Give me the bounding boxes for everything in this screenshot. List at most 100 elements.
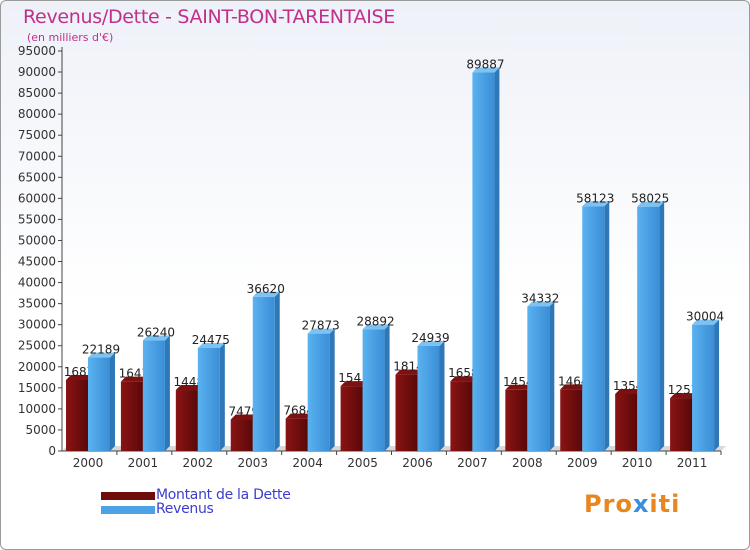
x-tick-label: 2006 [402,456,433,470]
x-tick-label: 2007 [457,456,488,470]
bar-top-revenus [142,335,170,341]
data-label-revenus: 22189 [82,343,120,357]
y-tick-label: 15000 [18,381,56,395]
bar-revenus [252,296,275,451]
bar-chart: 0 5000 10000 15000 20000 25000 30000 35000 40000… [18,44,726,470]
bar-top-dette [450,376,478,382]
bar-revenus [527,306,550,451]
bar-revenus [88,357,110,451]
legend-label-dette: Montant de la Dette [156,487,291,503]
bar-side-revenus [604,201,610,451]
bar-dette [395,374,418,451]
bar-top-dette [285,413,313,419]
y-tick-label: 95000 [18,44,56,58]
bar-dette [450,381,473,451]
y-tick-label: 50000 [18,233,56,247]
bar-top-dette [670,393,698,399]
y-tick-label: 0 [48,444,56,458]
data-label-revenus: 24939 [411,331,449,345]
bar-top-dette [560,384,588,390]
data-label-dette: 1257 [668,383,699,397]
x-tick-label: 2002 [183,456,214,470]
data-label-dette: 1354 [613,379,644,393]
data-label-dette: 1464 [558,374,589,388]
data-label-dette: 1647 [119,367,150,381]
bar-dette [230,419,253,451]
bar-revenus [307,333,330,451]
data-label-revenus: 26240 [137,326,175,340]
bar-top-revenus [197,342,225,348]
bar-dette [285,418,308,451]
data-label-revenus: 30004 [686,310,724,324]
data-label-revenus: 34332 [521,291,559,305]
chart-floor [62,446,726,451]
bar-revenus [362,329,385,451]
x-tick-label: 2001 [128,456,159,470]
y-tick-label: 45000 [18,255,56,269]
bar-revenus [692,324,715,451]
bar-revenus [472,72,495,452]
x-tick-label: 2009 [567,456,598,470]
bar-dette [560,389,583,451]
bar-dette [505,389,528,451]
x-tick-label: 2008 [512,456,543,470]
bar-top-dette [395,369,423,375]
data-label-dette: 1687 [64,365,95,379]
y-tick-label: 30000 [18,318,56,332]
bar-top-dette [230,414,258,420]
y-tick-label: 40000 [18,276,56,290]
x-tick-label: 2005 [347,456,378,470]
bar-side-revenus [274,291,280,451]
data-label-revenus: 27873 [302,319,340,333]
bar-top-dette [175,385,203,391]
data-label-dette: 1541 [338,371,369,385]
data-label-revenus: 58123 [576,191,614,205]
bar-side-revenus [329,328,335,451]
bar-top-revenus [582,201,610,207]
bar-side-revenus [110,352,115,451]
bar-side-revenus [384,324,390,451]
x-tick-label: 2004 [292,456,323,470]
bar-side-revenus [549,301,555,451]
data-label-dette: 1658 [448,366,479,380]
proxiti-logo: Proxiti [584,490,681,518]
x-tick-label: 2003 [237,456,268,470]
bar-dette [175,390,198,451]
data-label-revenus: 24475 [192,333,230,347]
bar-top-revenus [472,67,500,73]
data-label-dette: 1448 [174,375,205,389]
bar-dette [120,381,143,451]
bar-top-dette [120,376,148,382]
data-label-dette: 1814 [393,360,424,374]
bar-dette [340,386,363,451]
y-tick-label: 55000 [18,212,56,226]
y-tick-label: 85000 [18,86,56,100]
x-tick-label: 2000 [73,456,104,470]
data-label-dette: 7479 [228,405,259,419]
data-label-revenus: 89887 [466,58,504,72]
data-label-dette: 1454 [503,375,534,389]
bar-side-revenus [219,342,225,451]
bar-top-revenus [88,352,115,358]
data-label-revenus: 58025 [631,192,669,206]
bar-top-revenus [362,324,390,330]
x-tick-label: 2011 [677,456,708,470]
bar-top-dette [505,384,533,390]
x-tick-label: 2010 [622,456,653,470]
bar-revenus [142,340,165,451]
y-tick-label: 35000 [18,297,56,311]
bar-revenus [197,347,220,451]
chart-title: Revenus/Dette - SAINT-BON-TARENTAISE [23,6,395,28]
bar-top-revenus [417,340,445,346]
data-label-dette: 7684 [283,404,314,418]
y-tick-label: 60000 [18,191,56,205]
bar-dette [66,379,88,451]
bar-top-dette [340,381,368,387]
y-tick-label: 5000 [25,423,56,437]
bar-top-revenus [252,291,280,297]
bar-side-revenus [714,319,720,451]
y-tick-label: 10000 [18,402,56,416]
legend-label-revenus: Revenus [156,501,214,517]
bar-top-dette [66,374,93,380]
